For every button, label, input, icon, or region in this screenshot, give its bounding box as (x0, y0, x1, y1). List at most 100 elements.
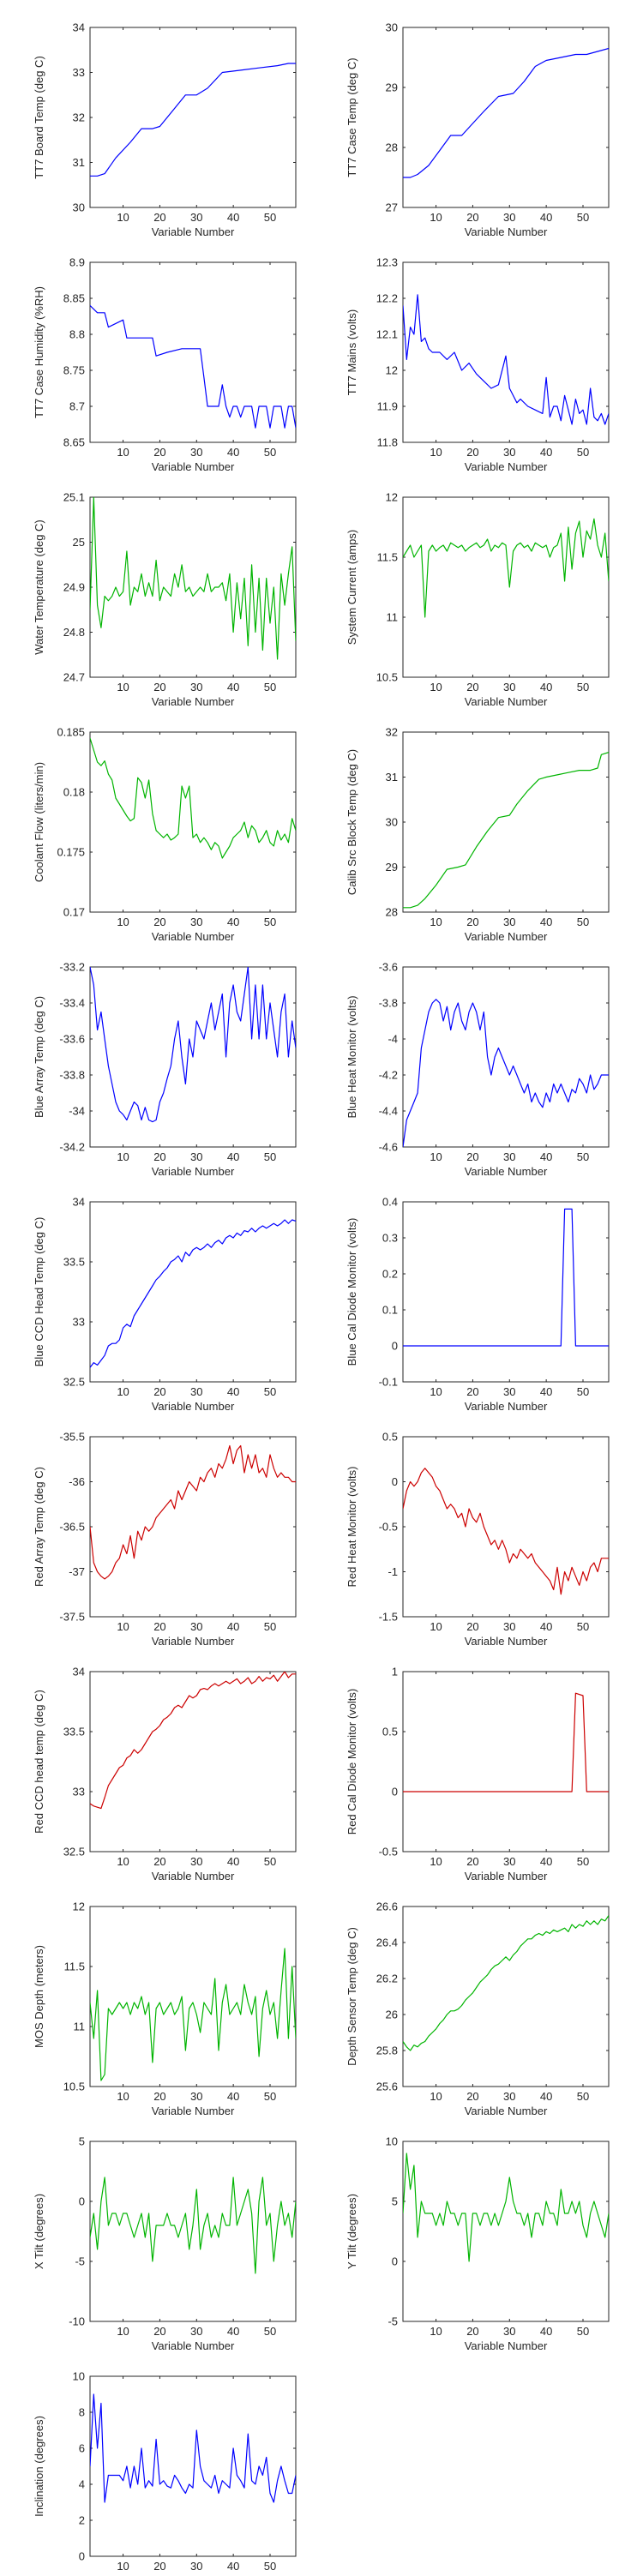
chart-panel-1: 10 20 30 40 50 30 31 32 33 34 Variable Number TT7 B… (33, 21, 297, 238)
x-tick-label: 20 (466, 2325, 478, 2338)
y-axis-label: Red Array Temp (deg C) (33, 1467, 45, 1587)
y-tick-label: 25 (73, 536, 85, 549)
y-tick-label: 1 (392, 1666, 398, 1678)
series-line (90, 497, 296, 660)
x-tick-label: 10 (117, 2325, 129, 2338)
y-axis-label: MOS Depth (meters) (33, 1945, 45, 2048)
x-axis-label: Variable Number (152, 1165, 235, 1178)
y-tick-label: -37 (69, 1565, 85, 1578)
x-tick-label: 20 (466, 446, 478, 459)
x-tick-label: 30 (503, 1385, 515, 1398)
x-tick-label: 20 (153, 211, 165, 224)
y-tick-label: -36 (69, 1475, 85, 1488)
x-tick-label: 20 (153, 916, 165, 928)
chart-panel-17: 10 20 30 40 50 10.5 11 11.5 12 Variable Number MOS… (33, 1900, 297, 2117)
x-tick-label: 50 (577, 2090, 589, 2103)
y-tick-label: 11 (74, 2021, 86, 2033)
x-tick-label: 50 (264, 1150, 276, 1163)
x-tick-label: 30 (190, 1385, 202, 1398)
x-tick-label: 50 (577, 681, 589, 694)
series-line (403, 1692, 609, 1792)
x-axis-label: Variable Number (152, 2339, 235, 2352)
y-tick-label: -36.5 (59, 1521, 85, 1534)
plot-frame (89, 1671, 297, 1852)
y-tick-label: -1.5 (379, 1611, 398, 1624)
chart-panel-18: 10 20 30 40 50 25.6 25.8 26 26.2 26.4 26.6 Variable… (346, 1900, 610, 2117)
x-tick-label: 10 (430, 211, 442, 224)
x-tick-label: 20 (466, 1385, 478, 1398)
y-tick-label: 10.5 (376, 671, 398, 684)
x-axis-label: Variable Number (465, 1400, 548, 1413)
y-tick-label: 26.6 (376, 1900, 398, 1913)
y-tick-label: 12.2 (376, 292, 398, 305)
x-tick-label: 50 (264, 916, 276, 928)
chart-panel-4: 10 20 30 40 50 11.8 11.9 12 12.1 12.2 12.3 Variable… (346, 256, 610, 473)
x-tick-label: 30 (503, 211, 515, 224)
y-tick-label: 32 (386, 726, 398, 739)
y-tick-label: 11.5 (64, 1961, 85, 1973)
y-tick-label: 0.175 (57, 846, 85, 859)
plot-frame (402, 1436, 610, 1618)
x-tick-label: 30 (190, 1620, 202, 1633)
y-tick-label: 11.8 (377, 436, 398, 449)
x-tick-label: 20 (153, 1385, 165, 1398)
y-tick-label: 12 (386, 491, 398, 504)
y-axis-label: System Current (amps) (346, 530, 358, 645)
y-axis-label: Blue CCD Head Temp (deg C) (33, 1217, 45, 1367)
plot-frame (402, 1201, 610, 1383)
x-axis-label: Variable Number (465, 1165, 548, 1178)
x-tick-label: 50 (577, 916, 589, 928)
y-tick-label: 12 (73, 1900, 85, 1913)
y-tick-label: 33.5 (63, 1256, 85, 1269)
y-axis-label: TT7 Board Temp (deg C) (33, 56, 45, 179)
x-axis-label: Variable Number (465, 1635, 548, 1648)
x-tick-label: 50 (264, 681, 276, 694)
x-tick-label: 40 (227, 681, 239, 694)
y-tick-label: 10.5 (63, 2081, 85, 2093)
y-tick-label: 25.6 (376, 2081, 398, 2093)
y-tick-label: 29 (386, 861, 398, 874)
y-tick-label: 33 (73, 1786, 85, 1798)
x-tick-label: 30 (503, 1855, 515, 1868)
plot-frame (89, 1436, 297, 1618)
x-tick-label: 20 (466, 2090, 478, 2103)
plot-frame (402, 2141, 610, 2322)
x-tick-label: 40 (540, 916, 552, 928)
x-tick-label: 10 (117, 2090, 129, 2103)
x-tick-label: 10 (430, 2090, 442, 2103)
y-tick-label: 8.65 (63, 436, 85, 449)
y-axis-label: Blue Heat Monitor (volts) (346, 995, 358, 1118)
series-line (403, 1915, 609, 2051)
y-tick-label: 34 (73, 1666, 85, 1678)
x-tick-label: 10 (117, 211, 129, 224)
plot-frame (89, 2141, 297, 2322)
y-tick-label: 0 (392, 1475, 398, 1488)
x-tick-label: 30 (503, 1620, 515, 1633)
chart-panel-8: 10 20 30 40 50 28 29 30 31 32 Variable Number Calib… (346, 726, 610, 943)
x-tick-label: 40 (540, 681, 552, 694)
plot-frame (89, 731, 297, 913)
plot-frame (402, 966, 610, 1148)
y-tick-label: -33.8 (59, 1069, 85, 1082)
y-tick-label: 10 (386, 2135, 398, 2148)
x-axis-label: Variable Number (152, 1400, 235, 1413)
chart-panel-7: 10 20 30 40 50 0.17 0.175 0.18 0.185 Variable Num… (33, 726, 297, 943)
x-tick-label: 40 (227, 1385, 239, 1398)
x-tick-label: 30 (503, 916, 515, 928)
y-tick-label: 34 (73, 1196, 85, 1209)
y-axis-label: TT7 Case Humidity (%RH) (33, 286, 45, 418)
y-axis-label: Calib Src Block Temp (deg C) (346, 749, 358, 895)
x-tick-label: 10 (430, 1855, 442, 1868)
y-tick-label: 0.1 (382, 1304, 398, 1317)
series-line (90, 967, 296, 1123)
x-tick-label: 10 (430, 1620, 442, 1633)
chart-panel-3: 10 20 30 40 50 8.65 8.7 8.75 8.8 8.85 8.9 Variable … (33, 256, 297, 473)
x-axis-label: Variable Number (465, 2105, 548, 2117)
x-tick-label: 30 (190, 446, 202, 459)
y-tick-label: 8.75 (63, 364, 85, 377)
x-tick-label: 10 (117, 1385, 129, 1398)
plot-frame (402, 27, 610, 208)
x-tick-label: 10 (430, 2325, 442, 2338)
x-axis-label: Variable Number (465, 695, 548, 708)
x-tick-label: 50 (264, 2090, 276, 2103)
